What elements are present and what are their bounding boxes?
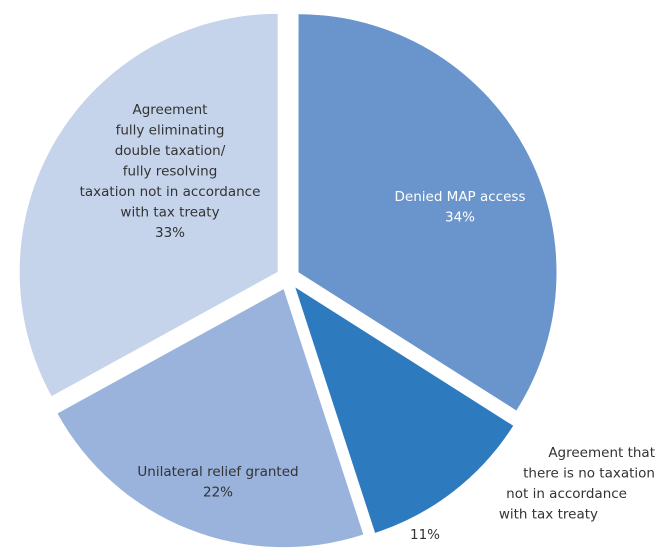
slice-label: Agreement that there is no taxation not in… bbox=[499, 445, 655, 523]
label-line: there is no taxation bbox=[523, 466, 655, 482]
value-label: 34% bbox=[445, 210, 475, 226]
slice-label: Agreement fully eliminating double taxatio… bbox=[80, 102, 261, 221]
pie-slice bbox=[57, 289, 364, 548]
label-line: fully eliminating bbox=[116, 123, 225, 139]
slice-label: Denied MAP access bbox=[395, 189, 526, 205]
slice-label: Unilateral relief granted bbox=[137, 464, 298, 480]
label-line: with tax treaty bbox=[120, 205, 219, 221]
value-label: 22% bbox=[203, 485, 233, 501]
label-line: taxation not in accordance bbox=[80, 184, 261, 200]
label-line: fully resolving bbox=[123, 164, 218, 180]
pie-slice bbox=[295, 287, 514, 533]
label-line: Unilateral relief granted bbox=[137, 464, 298, 480]
pie-slice bbox=[19, 13, 278, 397]
label-line: Agreement that bbox=[548, 445, 655, 461]
label-line: not in accordance bbox=[506, 486, 627, 502]
value-label: 33% bbox=[155, 225, 185, 241]
pie-slice bbox=[298, 14, 557, 411]
value-label: 11% bbox=[410, 527, 440, 543]
label-line: with tax treaty bbox=[499, 507, 598, 523]
label-line: Denied MAP access bbox=[395, 189, 526, 205]
label-line: double taxation/ bbox=[115, 143, 226, 159]
label-line: Agreement bbox=[133, 102, 208, 118]
